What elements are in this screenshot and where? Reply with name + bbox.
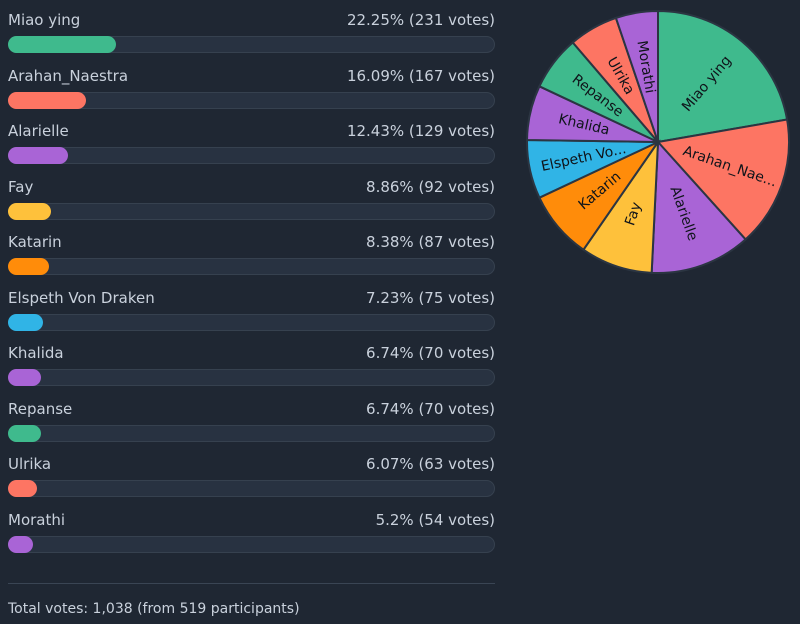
progress-bar [8, 480, 38, 497]
pie-chart: Miao yingArahan_Nae...AlarielleFayKatari… [525, 9, 790, 274]
progress-bar [8, 258, 49, 275]
result-row: Miao ying 22.25% (231 votes) [8, 0, 495, 56]
progress-bar [8, 202, 51, 220]
option-name: Morathi [8, 510, 66, 529]
option-stat: 7.23% (75 votes) [366, 288, 495, 307]
option-stat: 8.86% (92 votes) [366, 177, 495, 196]
pie-slice [656, 118, 790, 241]
option-stat: 16.09% (167 votes) [346, 66, 495, 85]
pie-slice [650, 139, 748, 274]
progress-bar [8, 369, 41, 386]
option-name: Repanse [8, 399, 73, 418]
progress-track [8, 258, 495, 275]
poll-results: Miao ying 22.25% (231 votes) Arahan_Naestr… [8, 0, 495, 555]
divider [8, 583, 495, 584]
option-stat: 8.38% (87 votes) [366, 233, 495, 251]
progress-track [8, 313, 495, 331]
progress-track [8, 91, 495, 109]
total-votes-text: Total votes: 1,038 (from 519 participant… [8, 601, 300, 617]
progress-bar [8, 424, 41, 442]
option-name: Arahan_Naestra [8, 66, 129, 85]
pie-slice [614, 9, 659, 143]
progress-track [8, 202, 495, 220]
option-stat: 5.2% (54 votes) [375, 510, 495, 529]
result-row: Morathi 5.2% (54 votes) [8, 500, 495, 556]
result-row: Arahan_Naestra 16.09% (167 votes) [8, 56, 495, 112]
result-row: Repanse 6.74% (70 votes) [8, 389, 495, 445]
result-row: Katarin 8.38% (87 votes) [8, 222, 495, 278]
progress-bar [8, 91, 87, 109]
option-name: Ulrika [8, 455, 52, 473]
progress-track [8, 535, 495, 553]
progress-track [8, 36, 495, 53]
progress-bar [8, 147, 69, 164]
option-name: Elspeth Von Draken [8, 288, 155, 307]
progress-track [8, 147, 495, 164]
option-name: Alarielle [8, 122, 69, 140]
result-row: Khalida 6.74% (70 votes) [8, 333, 495, 389]
result-row: Ulrika 6.07% (63 votes) [8, 444, 495, 500]
option-name: Fay [8, 177, 34, 196]
option-stat: 6.74% (70 votes) [366, 399, 495, 418]
result-row: Alarielle 12.43% (129 votes) [8, 111, 495, 167]
option-stat: 6.74% (70 votes) [366, 344, 495, 362]
result-row: Fay 8.86% (92 votes) [8, 167, 495, 223]
option-stat: 22.25% (231 votes) [346, 11, 495, 29]
pie-slice-label: Fay [622, 200, 645, 228]
option-stat: 6.07% (63 votes) [366, 455, 495, 473]
option-stat: 12.43% (129 votes) [346, 122, 495, 140]
option-name: Miao ying [8, 11, 81, 29]
progress-track [8, 480, 495, 497]
progress-track [8, 424, 495, 442]
progress-bar [8, 36, 116, 53]
progress-bar [8, 313, 44, 331]
option-name: Khalida [8, 344, 64, 362]
pie-slice [657, 9, 789, 144]
progress-bar [8, 535, 34, 553]
progress-track [8, 369, 495, 386]
result-row: Elspeth Von Draken 7.23% (75 votes) [8, 278, 495, 334]
option-name: Katarin [8, 233, 62, 251]
